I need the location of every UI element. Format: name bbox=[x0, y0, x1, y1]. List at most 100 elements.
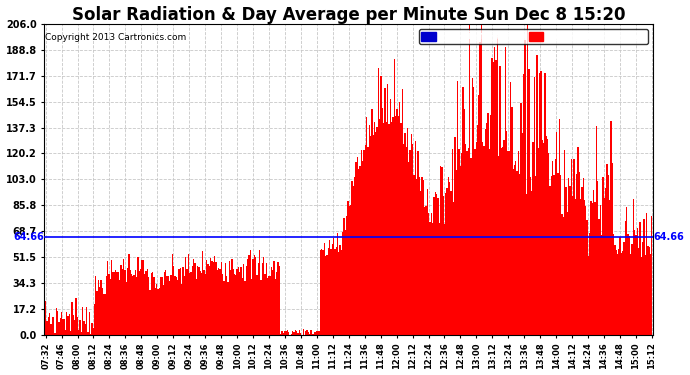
Bar bbox=[240, 267, 241, 335]
Bar bbox=[558, 172, 559, 335]
Bar bbox=[396, 109, 397, 335]
Bar bbox=[312, 334, 313, 335]
Title: Solar Radiation & Day Average per Minute Sun Dec 8 15:20: Solar Radiation & Day Average per Minute… bbox=[72, 6, 626, 24]
Bar bbox=[309, 334, 310, 335]
Bar bbox=[546, 136, 547, 335]
Bar bbox=[501, 148, 502, 335]
Bar bbox=[329, 240, 331, 335]
Bar bbox=[584, 200, 585, 335]
Bar bbox=[565, 187, 566, 335]
Bar bbox=[617, 254, 618, 335]
Bar bbox=[194, 263, 195, 335]
Bar bbox=[341, 250, 342, 335]
Bar bbox=[182, 267, 184, 335]
Bar bbox=[159, 288, 160, 335]
Bar bbox=[128, 254, 130, 335]
Bar bbox=[582, 178, 584, 335]
Bar bbox=[81, 332, 82, 335]
Bar bbox=[506, 131, 507, 335]
Bar bbox=[539, 73, 540, 335]
Bar bbox=[491, 58, 493, 335]
Bar bbox=[412, 144, 413, 335]
Bar bbox=[337, 234, 338, 335]
Bar bbox=[544, 73, 546, 335]
Bar bbox=[302, 329, 304, 335]
Bar bbox=[308, 332, 309, 335]
Bar bbox=[383, 123, 384, 335]
Bar bbox=[444, 224, 445, 335]
Bar bbox=[75, 298, 77, 335]
Bar bbox=[351, 181, 353, 335]
Bar bbox=[519, 174, 520, 335]
Bar bbox=[578, 172, 580, 335]
Bar bbox=[214, 256, 215, 335]
Bar bbox=[270, 267, 272, 335]
Bar bbox=[165, 270, 166, 335]
Bar bbox=[168, 276, 169, 335]
Bar bbox=[468, 148, 469, 335]
Bar bbox=[227, 282, 228, 335]
Bar bbox=[333, 238, 334, 335]
Bar bbox=[571, 159, 572, 335]
Bar bbox=[452, 149, 453, 335]
Bar bbox=[432, 223, 433, 335]
Bar bbox=[49, 313, 50, 335]
Bar bbox=[395, 116, 396, 335]
Bar bbox=[140, 269, 141, 335]
Bar bbox=[417, 152, 419, 335]
Bar bbox=[72, 315, 74, 335]
Bar bbox=[310, 330, 312, 335]
Bar bbox=[529, 69, 530, 335]
Bar bbox=[592, 203, 593, 335]
Bar bbox=[115, 270, 117, 335]
Bar bbox=[471, 78, 473, 335]
Bar bbox=[426, 189, 428, 335]
Bar bbox=[263, 257, 264, 335]
Bar bbox=[388, 124, 390, 335]
Bar bbox=[484, 146, 485, 335]
Bar bbox=[566, 212, 568, 335]
Bar bbox=[235, 275, 237, 335]
Bar bbox=[176, 277, 177, 335]
Bar bbox=[425, 206, 426, 335]
Bar bbox=[172, 254, 173, 335]
Bar bbox=[348, 206, 350, 335]
Bar bbox=[61, 312, 62, 335]
Bar bbox=[92, 328, 94, 335]
Bar bbox=[482, 142, 484, 335]
Bar bbox=[609, 200, 610, 335]
Bar bbox=[179, 268, 181, 335]
Bar bbox=[597, 181, 598, 335]
Bar bbox=[79, 321, 81, 335]
Bar bbox=[611, 163, 613, 335]
Bar bbox=[166, 276, 168, 335]
Bar bbox=[462, 87, 464, 335]
Bar bbox=[530, 177, 531, 335]
Text: 64.66: 64.66 bbox=[13, 232, 43, 242]
Bar bbox=[290, 334, 292, 335]
Bar bbox=[363, 150, 364, 335]
Bar bbox=[173, 266, 175, 335]
Bar bbox=[46, 321, 48, 335]
Bar bbox=[132, 276, 133, 335]
Bar bbox=[264, 274, 266, 335]
Bar bbox=[254, 255, 255, 335]
Bar bbox=[78, 330, 79, 335]
Bar bbox=[527, 24, 529, 335]
Bar bbox=[380, 76, 382, 335]
Bar bbox=[374, 123, 375, 335]
Bar bbox=[411, 134, 412, 335]
Bar bbox=[152, 272, 153, 335]
Bar bbox=[568, 178, 569, 335]
Bar bbox=[589, 233, 591, 335]
Bar bbox=[630, 254, 631, 335]
Bar bbox=[400, 123, 402, 335]
Bar bbox=[222, 274, 224, 335]
Bar bbox=[317, 332, 318, 335]
Bar bbox=[251, 279, 253, 335]
Bar bbox=[598, 219, 600, 335]
Bar bbox=[45, 302, 46, 335]
Bar bbox=[547, 139, 548, 335]
Bar bbox=[377, 127, 378, 335]
Bar bbox=[622, 252, 624, 335]
